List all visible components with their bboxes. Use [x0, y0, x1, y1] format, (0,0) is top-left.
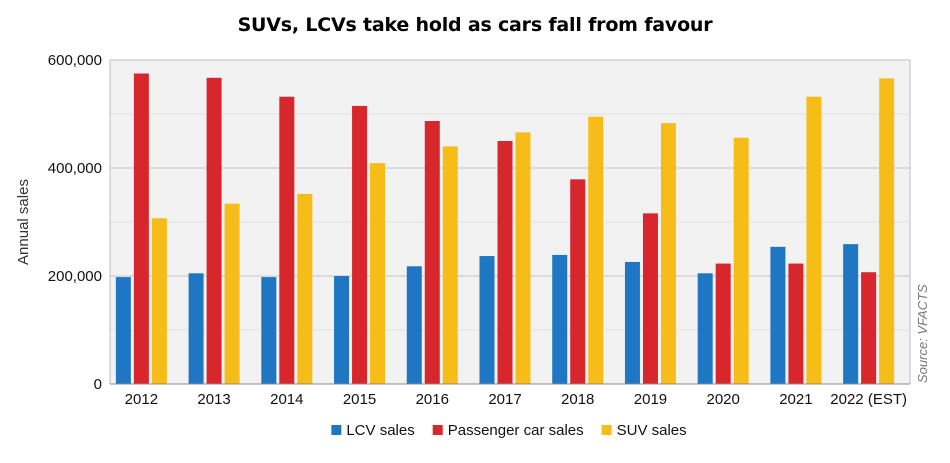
bar [442, 146, 458, 384]
bar [479, 256, 495, 384]
bar [279, 96, 295, 384]
legend-label: SUV sales [617, 422, 687, 439]
x-tick-label: 2020 [706, 391, 739, 408]
bar [624, 261, 640, 384]
bar [642, 213, 658, 384]
legend-swatch [432, 425, 443, 435]
x-tick-label: 2017 [488, 391, 521, 408]
y-axis-title: Annual sales [15, 179, 32, 265]
bar [552, 254, 568, 384]
x-tick-labels: 2012 2013 2014 2015 2016 2017 2018 2019 2020 2021… [125, 391, 907, 408]
y-tick-label: 400,000 [48, 160, 102, 177]
legend-swatch [601, 425, 612, 435]
bar [588, 116, 604, 384]
bar [424, 121, 440, 385]
bar [334, 276, 350, 384]
bar [406, 266, 422, 384]
x-tick-label: 2014 [270, 391, 303, 408]
bar [788, 263, 804, 384]
bars [115, 73, 895, 385]
bar [133, 73, 149, 384]
chart-title: SUVs, LCVs take hold as cars fall from f… [237, 14, 713, 36]
bar [697, 273, 713, 384]
legend-swatch [331, 425, 342, 435]
bar [352, 105, 368, 385]
x-tick-label: 2021 [779, 391, 812, 408]
bar [770, 246, 786, 384]
bar [806, 96, 822, 384]
bar [370, 163, 386, 384]
y-tick-label: 0 [94, 376, 102, 393]
x-tick-label: 2018 [561, 391, 594, 408]
x-tick-label: 2012 [125, 391, 158, 408]
bar [660, 123, 676, 385]
x-tick-label: 2015 [343, 391, 376, 408]
bar [715, 263, 731, 384]
bar [261, 277, 277, 384]
y-tick-label: 600,000 [48, 52, 102, 69]
x-tick-label: 2022 (EST) [830, 391, 907, 408]
bar [206, 77, 222, 384]
y-tick-labels: 0 200,000 400,000 600,000 [48, 52, 102, 393]
bar [151, 218, 167, 384]
x-tick-label: 2016 [416, 391, 449, 408]
bar [224, 203, 240, 384]
bar [297, 193, 313, 384]
source-note: Source: VFACTS [915, 284, 930, 383]
legend: LCV sales Passenger car sales SUV sales [331, 422, 687, 439]
legend-label: Passenger car sales [448, 422, 584, 439]
legend-label: LCV sales [346, 422, 414, 439]
bar [879, 78, 895, 385]
bar [115, 277, 131, 384]
bar [733, 137, 749, 384]
y-tick-label: 200,000 [48, 268, 102, 285]
x-tick-label: 2019 [634, 391, 667, 408]
bar [861, 272, 877, 384]
bar [188, 273, 204, 384]
bar [515, 132, 531, 384]
bar [843, 244, 859, 384]
x-tick-label: 2013 [197, 391, 230, 408]
bar [497, 141, 513, 384]
bar [570, 179, 586, 384]
